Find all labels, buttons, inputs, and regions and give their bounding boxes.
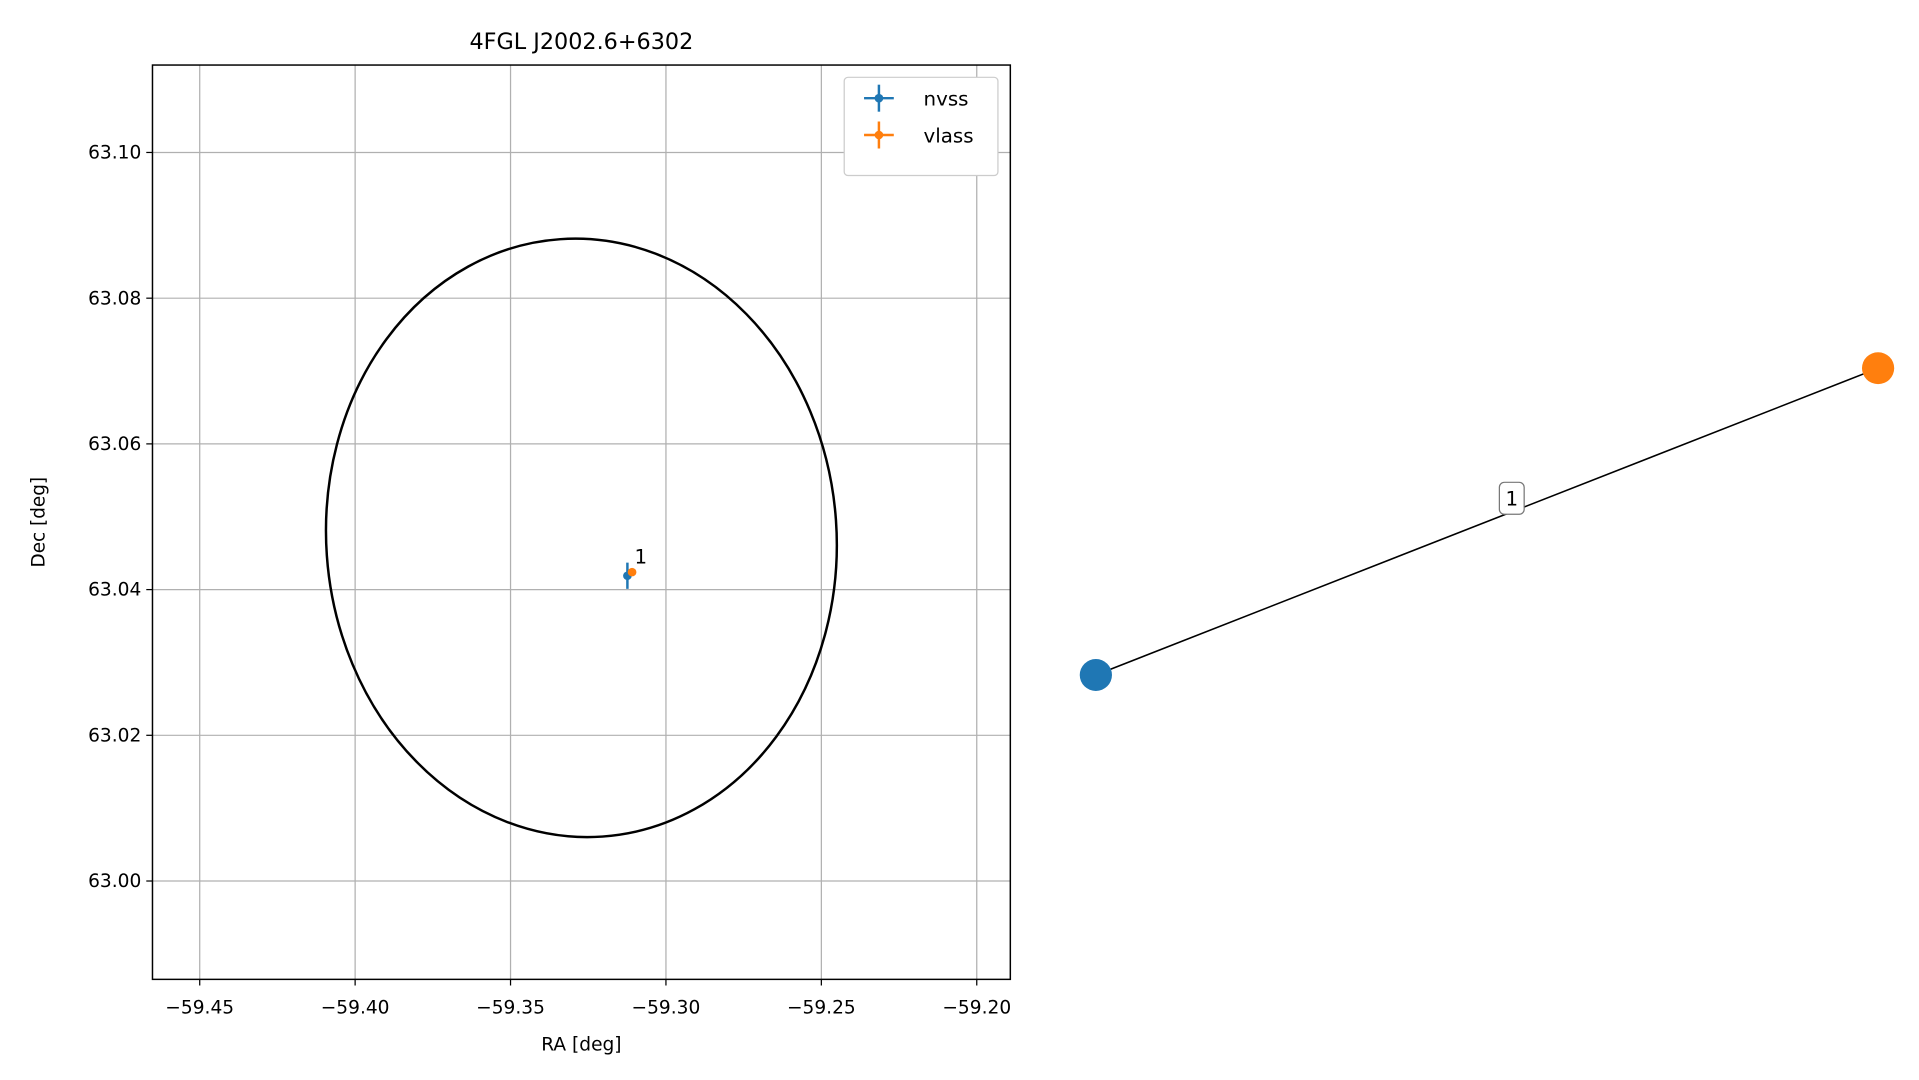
y-axis-label: Dec [deg] — [29, 477, 50, 568]
y-tick-label: 63.02 — [88, 726, 141, 747]
node — [1861, 352, 1895, 385]
legend-label: vlass — [924, 124, 974, 147]
legend-marker — [874, 93, 884, 103]
legend-marker — [874, 130, 884, 140]
x-tick-label: −59.45 — [165, 998, 234, 1019]
annotation: 1 — [635, 546, 648, 569]
y-tick-label: 63.00 — [88, 871, 141, 892]
edge — [1095, 367, 1879, 676]
x-tick-label: −59.20 — [942, 998, 1011, 1019]
x-tick-label: −59.40 — [321, 998, 390, 1019]
point — [627, 567, 637, 577]
legend-box — [843, 76, 999, 177]
plot-frame — [151, 64, 1012, 981]
y-tick-label: 63.06 — [88, 434, 141, 455]
x-tick-label: −59.25 — [787, 998, 856, 1019]
chart-title: 4FGL J2002.6+6302 — [469, 29, 693, 55]
y-tick-label: 63.04 — [88, 580, 141, 601]
x-tick-label: −59.30 — [632, 998, 701, 1019]
edge-label-box — [1498, 481, 1525, 515]
y-tick-label: 63.10 — [88, 143, 141, 164]
x-tick-label: −59.35 — [476, 998, 545, 1019]
edge-label: 1 — [1505, 488, 1518, 511]
error-ellipse — [324, 237, 839, 839]
legend-label: nvss — [924, 88, 969, 111]
y-tick-label: 63.08 — [88, 288, 141, 309]
x-axis-label: RA [deg] — [541, 1035, 621, 1056]
node — [1079, 659, 1112, 691]
